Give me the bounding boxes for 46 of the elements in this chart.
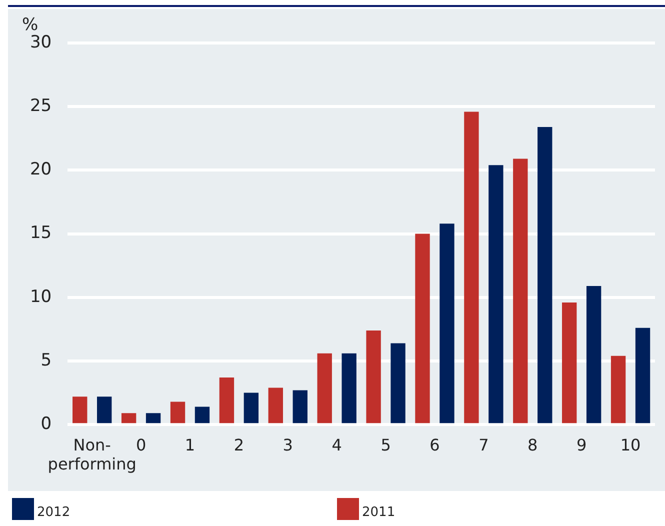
y-tick-label: 10 [30, 286, 52, 307]
x-tick-label: 5 [380, 435, 391, 454]
bar [244, 392, 259, 424]
y-tick-label: 15 [30, 223, 52, 244]
bar [415, 234, 430, 424]
bar [635, 328, 650, 424]
y-tick-label: 25 [30, 96, 52, 116]
bar [366, 330, 381, 424]
x-tick-label: 6 [430, 435, 440, 454]
bar [610, 356, 626, 424]
x-tick-label: 9 [576, 435, 587, 454]
bar [146, 413, 161, 424]
x-tick-label: 3 [282, 435, 293, 454]
x-tick-label: 8 [528, 435, 538, 454]
bar [440, 224, 454, 424]
bar [72, 396, 88, 424]
y-tick-label: 0 [40, 414, 52, 434]
y-tick-label: 30 [30, 32, 52, 52]
bar [268, 388, 283, 424]
bar [97, 396, 112, 424]
legend-label: 2011 [362, 505, 396, 520]
y-tick-label: 5 [40, 350, 52, 370]
x-tick-label: 2 [234, 435, 244, 454]
y-axis-title: % [22, 14, 38, 35]
bar [390, 343, 406, 424]
x-tick-label: 10 [620, 435, 641, 454]
bar [219, 378, 234, 424]
bar [317, 353, 332, 424]
bar [562, 302, 577, 424]
x-tick-label: 4 [332, 435, 342, 454]
bar [538, 126, 552, 424]
bar [464, 112, 479, 424]
legend-label: 2012 [37, 505, 70, 520]
bar [342, 353, 356, 424]
bar [121, 413, 136, 424]
y-tick-label: 20 [30, 160, 52, 180]
bar [194, 406, 210, 424]
bar [488, 165, 504, 424]
x-tick-label: 1 [184, 435, 196, 454]
bar [292, 390, 308, 424]
x-tick-label: Non-performing [48, 435, 136, 474]
x-tick-label: 7 [478, 435, 489, 454]
bar [170, 402, 186, 424]
x-tick-label: 0 [136, 435, 146, 454]
bar [586, 286, 602, 424]
bar [513, 158, 528, 424]
